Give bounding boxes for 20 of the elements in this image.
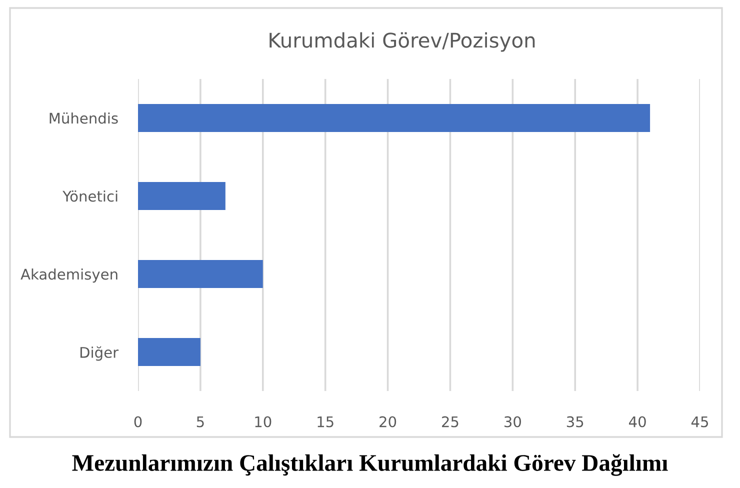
x-tick-label: 45 [691,416,708,428]
bar [138,104,650,132]
x-tick-label: 20 [380,416,396,428]
y-tick-label: Diğer [80,346,119,361]
bar [138,338,200,366]
y-tick-label: Yönetici [62,190,118,202]
y-tick-label: Mühendis [50,112,118,124]
bar [138,182,226,210]
x-tick-label: 30 [504,416,521,428]
bar [138,260,263,288]
x-tick-label: 0 [134,416,142,428]
x-tick-label: 35 [566,416,584,428]
y-tick-label: Akademisyen [20,268,118,283]
chart-title: Kurumdaki Görev/Pozisyon [270,32,535,52]
x-tick-label: 15 [318,416,334,428]
x-tick-label: 5 [196,416,204,428]
x-tick-label: 40 [628,416,646,428]
text: Mezunlarımızın Çalıştıkları Kurumlardaki Görev Dağılımı [72,454,668,476]
x-tick-label: 10 [255,416,272,428]
x-tick-label: 25 [442,416,458,428]
